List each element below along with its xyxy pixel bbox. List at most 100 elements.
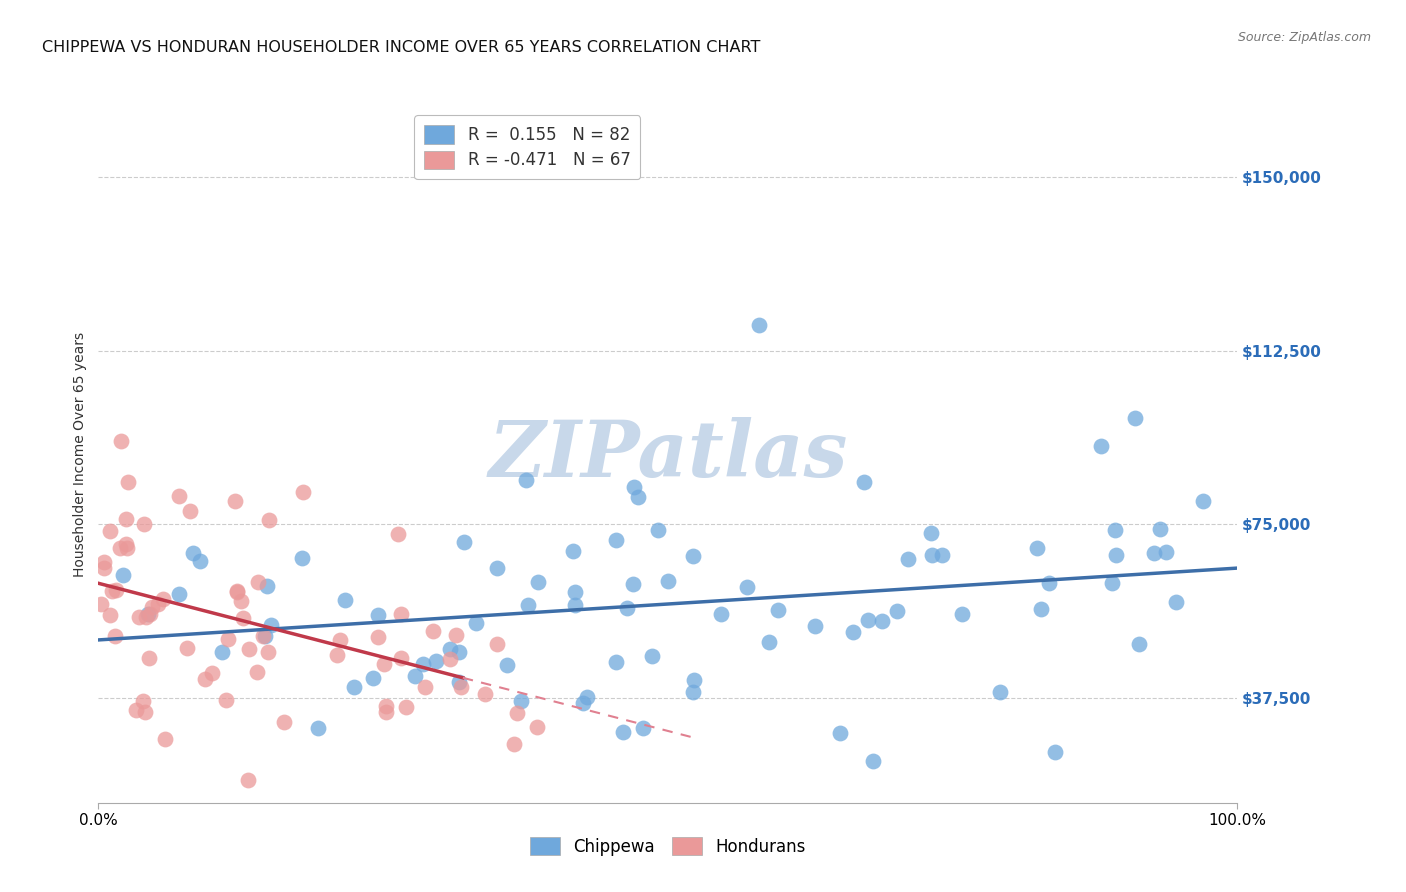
Point (333, 592, 356, 607)
Point (343, 681, 366, 695)
Point (395, 699, 418, 714)
Text: CHIPPEWA VS HONDURAN HOUSEHOLDER INCOME OVER 65 YEARS CORRELATION CHART: CHIPPEWA VS HONDURAN HOUSEHOLDER INCOME … (42, 40, 761, 55)
Point (115, 537, 138, 551)
Point (803, 619, 825, 633)
Point (766, 603, 789, 617)
Point (920, 526, 942, 541)
Point (605, 655, 627, 669)
Point (181, 546, 204, 560)
Point (921, 548, 943, 562)
Point (1031, 601, 1053, 615)
Point (758, 635, 780, 649)
Point (1090, 439, 1112, 453)
Point (576, 690, 599, 704)
Point (90, 597, 112, 611)
Point (612, 725, 634, 739)
Point (485, 637, 508, 651)
Point (374, 698, 396, 713)
Point (176, 641, 198, 656)
Point (413, 680, 436, 694)
Point (450, 680, 472, 694)
Point (373, 657, 395, 672)
Point (152, 592, 174, 607)
Point (872, 614, 894, 628)
Point (367, 630, 389, 644)
Point (605, 533, 627, 548)
Point (125, 703, 148, 717)
Point (236, 772, 259, 787)
Point (631, 721, 654, 735)
Point (389, 607, 412, 621)
Point (735, 581, 758, 595)
Point (526, 574, 548, 589)
Point (572, 696, 595, 710)
Point (135, 610, 157, 624)
Point (474, 687, 496, 701)
Point (257, 645, 280, 659)
Point (710, 607, 733, 622)
Point (444, 628, 467, 642)
Point (1123, 410, 1146, 425)
Point (367, 608, 389, 623)
Point (115, 541, 138, 556)
Point (110, 434, 132, 448)
Point (132, 517, 155, 532)
Point (447, 645, 470, 659)
Point (564, 598, 586, 612)
Point (621, 577, 644, 591)
Point (657, 574, 679, 589)
Point (104, 629, 127, 643)
Point (856, 613, 879, 627)
Y-axis label: Householder Income Over 65 years: Householder Income Over 65 years (73, 333, 87, 577)
Point (98, 607, 121, 622)
Point (439, 641, 461, 656)
Point (496, 658, 519, 673)
Point (564, 584, 586, 599)
Text: Source: ZipAtlas.com: Source: ZipAtlas.com (1237, 31, 1371, 45)
Point (485, 560, 508, 574)
Point (146, 598, 169, 612)
Point (329, 632, 352, 647)
Point (464, 615, 486, 630)
Point (308, 721, 330, 735)
Point (232, 610, 254, 624)
Point (259, 513, 281, 527)
Point (93, 561, 115, 575)
Point (682, 685, 704, 699)
Point (1128, 637, 1150, 651)
Point (425, 654, 447, 668)
Point (647, 523, 669, 537)
Point (138, 607, 160, 621)
Point (260, 618, 283, 632)
Point (224, 494, 246, 508)
Point (374, 705, 396, 719)
Point (404, 669, 426, 683)
Point (291, 551, 314, 566)
Point (1149, 522, 1171, 536)
Point (526, 720, 548, 734)
Point (273, 714, 295, 729)
Point (114, 512, 136, 526)
Point (256, 579, 278, 593)
Point (1192, 494, 1215, 508)
Point (1101, 575, 1123, 590)
Point (252, 629, 274, 643)
Point (141, 599, 163, 614)
Point (201, 665, 224, 680)
Point (988, 685, 1011, 699)
Point (326, 648, 349, 662)
Point (1166, 595, 1188, 609)
Point (515, 473, 537, 487)
Point (517, 598, 540, 612)
Point (225, 584, 247, 599)
Point (412, 657, 434, 672)
Point (862, 754, 884, 768)
Point (211, 645, 233, 659)
Point (616, 600, 638, 615)
Point (389, 650, 412, 665)
Point (117, 475, 139, 489)
Point (506, 706, 529, 720)
Point (931, 549, 953, 563)
Point (93, 556, 115, 570)
Point (422, 624, 444, 639)
